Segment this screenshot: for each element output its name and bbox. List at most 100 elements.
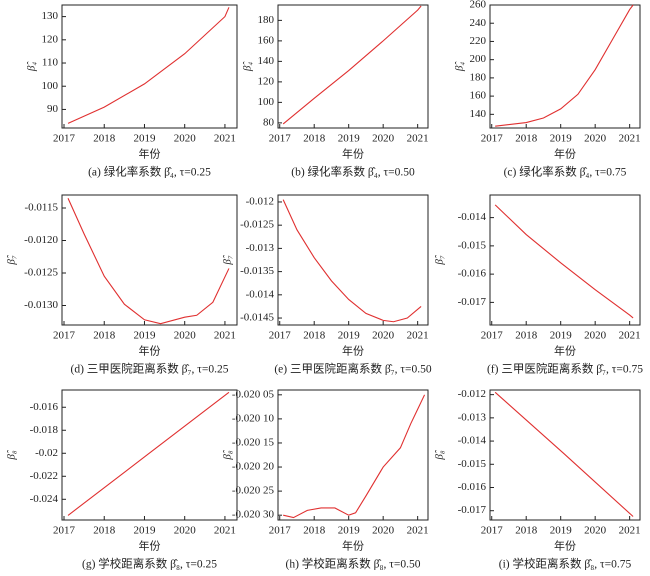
y-tick-label: 100 [42,80,59,92]
y-tick-label: -0.022 [30,470,58,482]
y-tick-label: -0.014 [458,435,487,447]
panel-caption: (g) 学校距离系数 β̂₈, τ=0.25 [82,557,217,571]
plot-frame [489,194,641,326]
y-axis-label: β̂₈ [434,449,446,460]
x-tick-label: 2017 [269,525,292,537]
y-tick-label: -0.018 [30,424,59,436]
x-tick-label: 2018 [303,525,326,537]
y-tick-label: 200 [470,53,487,65]
x-axis-label: 年份 [342,344,364,358]
plot-frame [277,389,429,521]
y-tick-label: 110 [42,57,59,69]
x-tick-label: 2017 [269,330,292,342]
x-tick-label: 2017 [53,133,76,145]
x-axis-label: 年份 [342,147,364,161]
y-tick-label: -0.014 [246,288,275,300]
x-tick-label: 2018 [515,133,538,145]
x-axis-label: 年份 [139,539,161,553]
y-tick-label: -0.016 [458,268,487,280]
x-tick-label: 2018 [303,133,326,145]
y-tick-label: 140 [470,108,487,120]
x-tick-label: 2019 [338,525,361,537]
y-tick-label: -0.0125 [24,267,58,279]
panel-caption: (b) 绿化率系数 β̂₄, τ=0.50 [291,165,415,179]
data-line [67,391,230,516]
plot-frame [489,4,641,129]
y-tick-label: 220 [470,35,487,47]
y-tick-label: 120 [258,75,275,87]
x-axis-label: 年份 [342,539,364,553]
plot-frame [61,389,238,521]
y-tick-label: 180 [470,71,487,83]
x-tick-label: 2021 [407,133,429,145]
y-tick-label: -0.017 [458,504,487,516]
panel-caption: (f) 三甲医院距离系数 β̂₇, τ=0.75 [487,362,643,376]
data-line [283,394,426,519]
x-tick-label: 2019 [550,525,573,537]
panel-caption: (a) 绿化率系数 β̂₄, τ=0.25 [88,165,211,179]
x-tick-label: 2021 [214,330,236,342]
y-tick-label: -0.0145 [240,312,274,324]
x-tick-label: 2019 [133,133,156,145]
x-tick-label: 2020 [584,525,607,537]
x-tick-label: 2021 [619,330,641,342]
x-axis-label: 年份 [554,539,576,553]
y-tick-label: -0.015 [458,458,487,470]
y-tick-label: -0.012 [246,195,274,207]
y-tick-label: -0.016 [30,401,59,413]
y-tick-label: -0.015 [458,239,487,251]
y-tick-label: 240 [470,17,487,29]
x-tick-label: 2017 [481,330,504,342]
x-tick-label: 2019 [133,525,156,537]
plot-frame [61,194,238,326]
y-tick-label: -0.020 20 [232,461,275,473]
y-axis-label: β̂₄ [454,61,466,72]
x-tick-label: 2019 [550,133,573,145]
x-tick-label: 2020 [372,330,395,342]
y-tick-label: -0.013 [246,242,275,254]
y-tick-label: -0.013 [458,411,487,423]
y-tick-label: -0.020 30 [232,509,275,521]
data-line [282,199,422,323]
plot-frame [489,389,641,521]
x-axis-label: 年份 [554,147,576,161]
data-line [67,198,230,325]
y-tick-label: 100 [258,96,275,108]
y-tick-label: -0.017 [458,296,487,308]
y-tick-label: -0.02 [35,447,58,459]
y-tick-label: -0.016 [458,481,487,493]
x-tick-label: 2020 [584,133,607,145]
x-axis-label: 年份 [139,344,161,358]
panel-caption: (c) 绿化率系数 β̂₄, τ=0.75 [504,165,627,179]
x-tick-label: 2018 [93,525,116,537]
panel-caption: (i) 学校距离系数 β̂₈, τ=0.75 [499,557,632,571]
y-tick-label: 260 [470,0,487,11]
x-tick-label: 2017 [53,330,76,342]
y-tick-label: 160 [258,34,275,46]
y-tick-label: 140 [258,55,275,67]
x-tick-label: 2017 [481,525,504,537]
y-axis-label: β̂₇ [6,254,18,265]
data-line [495,4,634,127]
x-tick-label: 2020 [174,330,197,342]
x-tick-label: 2018 [515,330,538,342]
y-tick-label: -0.014 [458,211,487,223]
x-tick-label: 2021 [619,133,641,145]
x-tick-label: 2017 [269,133,292,145]
x-tick-label: 2019 [133,330,156,342]
plot-frame [277,4,429,129]
y-tick-label: 160 [470,90,487,102]
data-line [67,7,230,124]
y-tick-label: -0.020 25 [232,485,275,497]
x-axis-label: 年份 [554,344,576,358]
y-tick-label: -0.0115 [24,202,58,214]
y-tick-label: -0.020 15 [232,436,275,448]
panel-caption: (h) 学校距离系数 β̂₈, τ=0.50 [285,557,420,571]
y-tick-label: 130 [42,10,59,22]
x-tick-label: 2019 [550,330,573,342]
y-tick-label: 120 [42,33,59,45]
x-tick-label: 2017 [481,133,504,145]
x-tick-label: 2018 [303,330,326,342]
y-axis-label: β̂₇ [434,254,446,265]
